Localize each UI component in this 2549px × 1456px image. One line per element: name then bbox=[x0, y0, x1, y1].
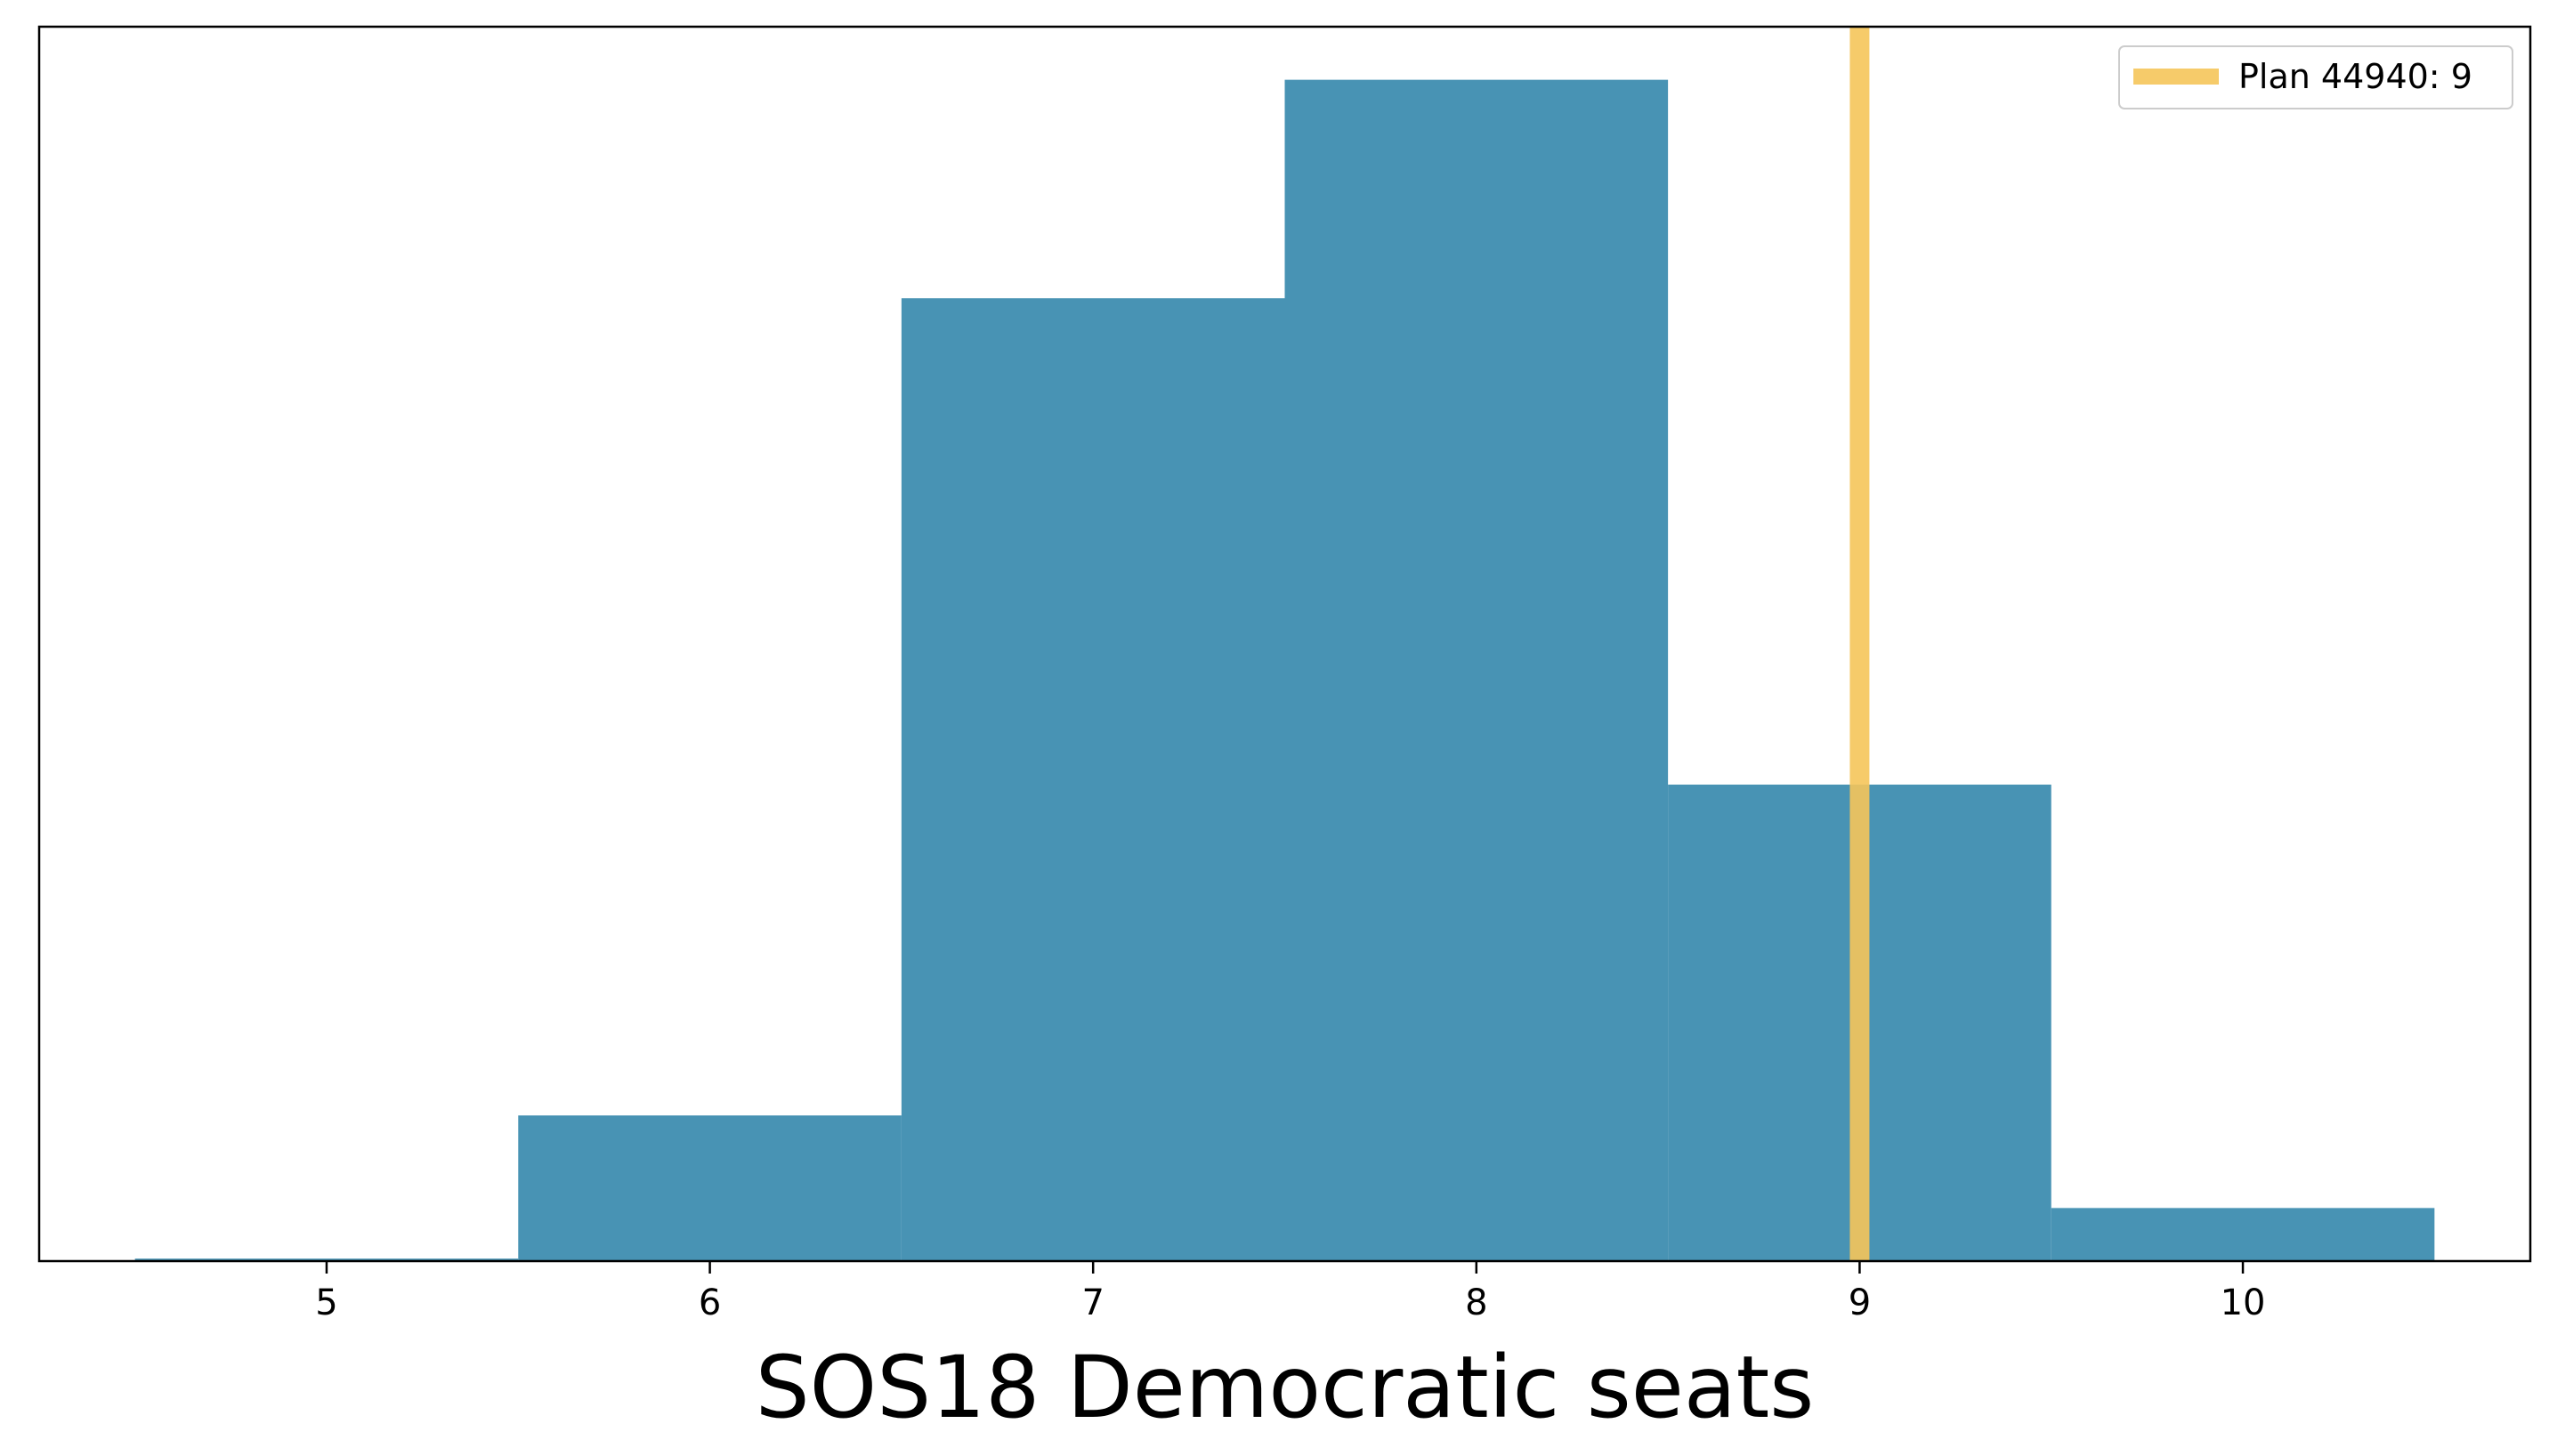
histogram-bar bbox=[2051, 1208, 2435, 1261]
x-axis-label: SOS18 Democratic seats bbox=[756, 1338, 1815, 1437]
x-tick-label: 5 bbox=[315, 1282, 337, 1323]
histogram-bar bbox=[134, 1258, 519, 1261]
x-tick-label: 10 bbox=[2221, 1282, 2266, 1323]
legend: Plan 44940: 9 bbox=[2118, 45, 2513, 109]
x-tick-label: 8 bbox=[1465, 1282, 1487, 1323]
x-tick-label: 6 bbox=[699, 1282, 721, 1323]
legend-entry-label: Plan 44940: 9 bbox=[2238, 57, 2472, 96]
plot-frame bbox=[37, 25, 2532, 1263]
histogram-bars bbox=[134, 79, 2435, 1262]
legend-box bbox=[2118, 45, 2513, 109]
histogram-bar bbox=[518, 1115, 902, 1261]
x-tick-label: 9 bbox=[1849, 1282, 1871, 1323]
histogram-bar bbox=[901, 298, 1285, 1261]
x-axis-ticks: 5 6 7 8 9 10 bbox=[315, 1261, 2265, 1323]
x-tick-label: 7 bbox=[1081, 1282, 1104, 1323]
histogram-bar bbox=[1284, 79, 1669, 1262]
